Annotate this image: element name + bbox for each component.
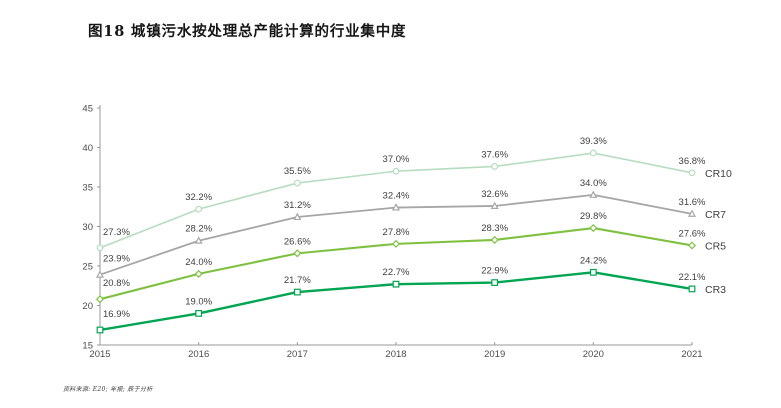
x-tick-label: 2021 (681, 349, 702, 360)
y-tick-label: 15 (82, 341, 93, 352)
source-footnote: 资料来源: E20; 年报; 辰于分析 (63, 386, 153, 393)
data-label-CR7: 32.4% (383, 191, 410, 202)
y-tick-label: 45 (82, 104, 93, 115)
data-point-marker (687, 209, 697, 217)
data-point-marker (490, 201, 499, 209)
data-point-marker (195, 310, 203, 317)
data-label-CR10: 37.6% (481, 149, 508, 160)
data-point-marker (688, 285, 696, 293)
data-point-marker (391, 203, 401, 211)
data-label-CR5: 28.3% (481, 223, 508, 234)
data-point-marker (589, 190, 598, 198)
data-point-marker (491, 279, 499, 286)
data-point-marker (589, 149, 597, 157)
data-point-marker (688, 169, 696, 177)
series-end-label-CR10: CR10 (705, 168, 732, 180)
series-end-label-CR7: CR7 (705, 209, 726, 221)
data-point-marker (392, 167, 400, 175)
data-point-marker (293, 249, 302, 258)
data-point-marker (687, 241, 697, 250)
data-label-CR5: 20.8% (103, 278, 130, 289)
data-label-CR3: 21.7% (284, 275, 311, 286)
data-point-marker (589, 224, 598, 233)
data-label-CR10: 36.8% (679, 156, 706, 167)
data-point-marker (96, 326, 104, 334)
data-label-CR10: 39.3% (580, 136, 607, 147)
series-end-label-CR5: CR5 (705, 240, 726, 252)
data-point-marker (293, 288, 301, 296)
data-label-CR5: 24.0% (185, 257, 212, 268)
data-point-marker (491, 163, 499, 170)
y-tick-label: 20 (82, 301, 93, 312)
data-point-marker (391, 239, 401, 248)
y-tick-label: 25 (82, 262, 93, 273)
x-tick-label: 2019 (484, 349, 505, 360)
data-point-marker (195, 205, 203, 213)
data-point-marker (95, 270, 105, 278)
data-label-CR7: 31.6% (679, 197, 706, 208)
data-label-CR10: 37.0% (383, 154, 410, 165)
data-label-CR5: 26.6% (284, 236, 311, 247)
data-label-CR5: 29.8% (580, 211, 607, 222)
data-point-marker (194, 236, 203, 244)
data-point-marker (589, 268, 597, 276)
figure-title: 图18 城镇污水按处理总产能计算的行业集中度 (88, 23, 407, 40)
data-label-CR3: 16.9% (103, 309, 130, 320)
series-end-label-CR3: CR3 (705, 284, 726, 296)
data-label-CR3: 22.1% (679, 272, 706, 283)
data-point-marker (95, 295, 105, 304)
data-point-marker (96, 244, 104, 252)
data-label-CR7: 31.2% (284, 200, 311, 211)
data-label-CR3: 22.9% (481, 266, 508, 277)
data-label-CR7: 34.0% (580, 178, 607, 189)
x-tick-label: 2017 (287, 349, 308, 360)
y-tick-label: 30 (82, 222, 93, 233)
data-point-marker (490, 235, 499, 244)
y-tick-label: 35 (82, 183, 93, 194)
data-label-CR5: 27.8% (383, 227, 410, 238)
data-point-marker (293, 212, 302, 221)
data-point-marker (392, 280, 400, 288)
data-label-CR5: 27.6% (679, 228, 706, 239)
x-tick-label: 2018 (385, 349, 406, 360)
data-point-marker (293, 179, 301, 187)
data-label-CR10: 35.5% (284, 166, 311, 177)
data-label-CR7: 32.6% (481, 189, 508, 200)
x-tick-label: 2020 (583, 349, 604, 360)
data-label-CR10: 32.2% (185, 192, 212, 203)
data-label-CR3: 24.2% (580, 255, 607, 266)
data-label-CR7: 23.9% (103, 254, 130, 265)
data-label-CR3: 22.7% (383, 267, 410, 278)
data-label-CR7: 28.2% (185, 224, 212, 235)
data-label-CR3: 19.0% (185, 296, 212, 307)
y-tick-label: 40 (82, 143, 93, 154)
data-point-marker (194, 269, 203, 278)
data-label-CR10: 27.3% (103, 227, 130, 238)
x-tick-label: 2015 (89, 349, 110, 360)
x-tick-label: 2016 (188, 349, 209, 360)
